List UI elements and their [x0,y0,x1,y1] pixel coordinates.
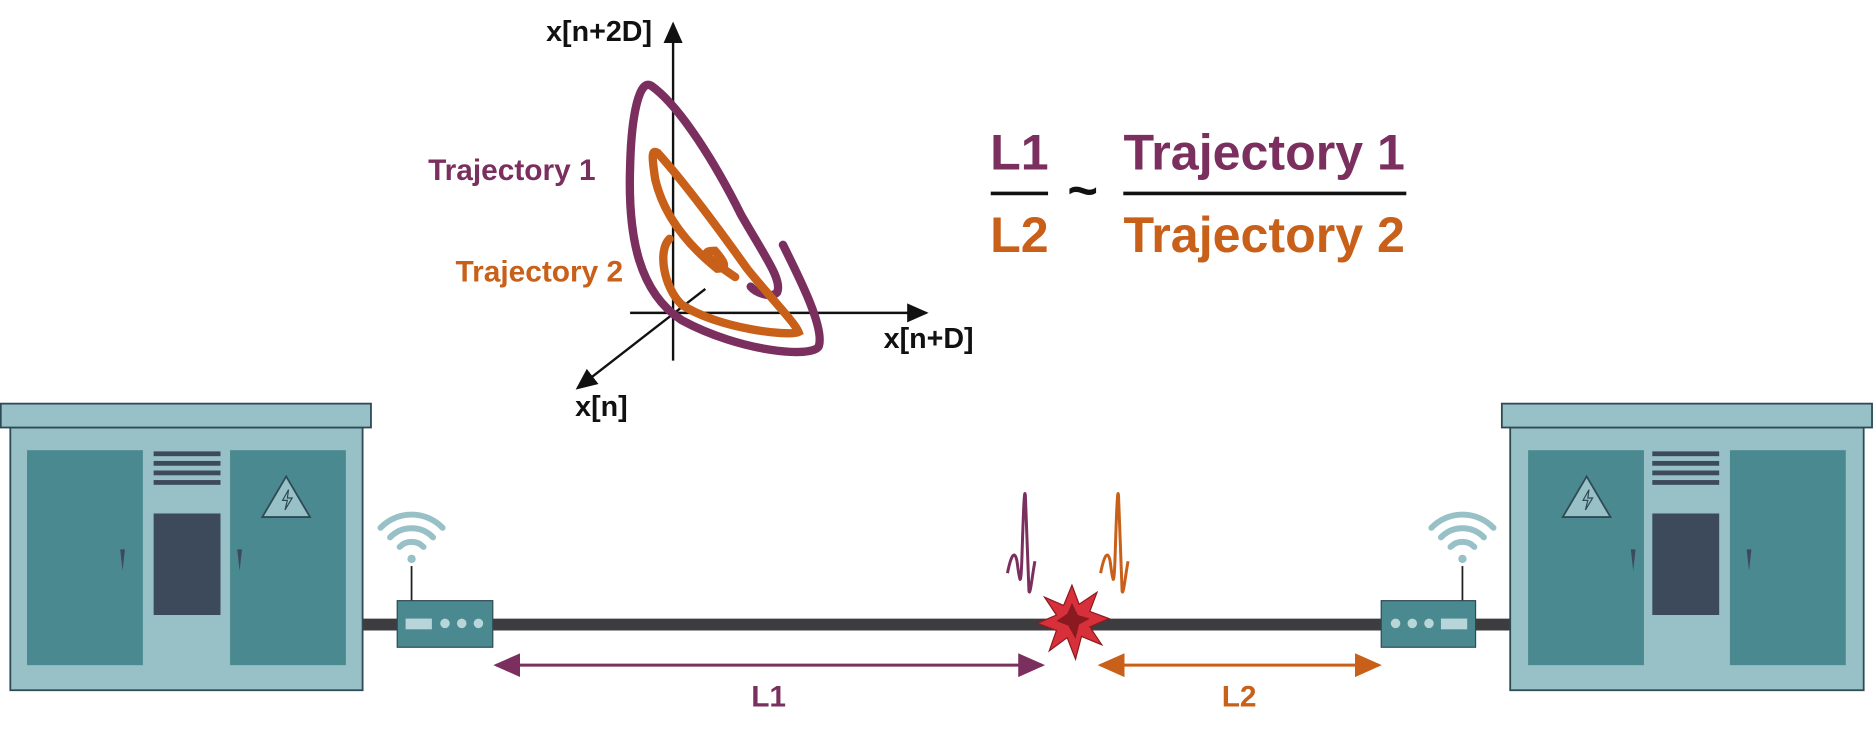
phase-plot: x[n+2D] x[n+D] x[n] Trajectory 1 Traject… [428,16,974,423]
distance-label: L2 [1222,680,1257,713]
axis-label: x[n+2D] [546,16,652,48]
formula: L1 L2 ~ Trajectory 1 Trajectory 2 [990,125,1407,263]
trajectory-label: Trajectory 1 [428,154,596,187]
router-left [377,511,494,648]
cabinet-right [1500,402,1873,692]
formula-relation: ~ [1067,162,1098,221]
axis-label: x[n] [575,391,628,423]
axis-label: x[n+D] [884,323,974,355]
distance-label: L1 [751,680,786,713]
formula-term: Trajectory 1 [1123,125,1405,181]
formula-term: L1 [990,125,1049,181]
formula-term: Trajectory 2 [1123,207,1405,263]
trajectory-label: Trajectory 2 [456,255,624,288]
wave-purple [1005,492,1037,594]
trajectory-1-curve [625,80,824,357]
fault-core [1056,603,1090,639]
wave-orange [1099,492,1130,594]
trajectory-2-curve [648,147,804,338]
router-right [1380,511,1497,648]
formula-term: L2 [990,207,1049,263]
cabinet-left [0,402,372,692]
